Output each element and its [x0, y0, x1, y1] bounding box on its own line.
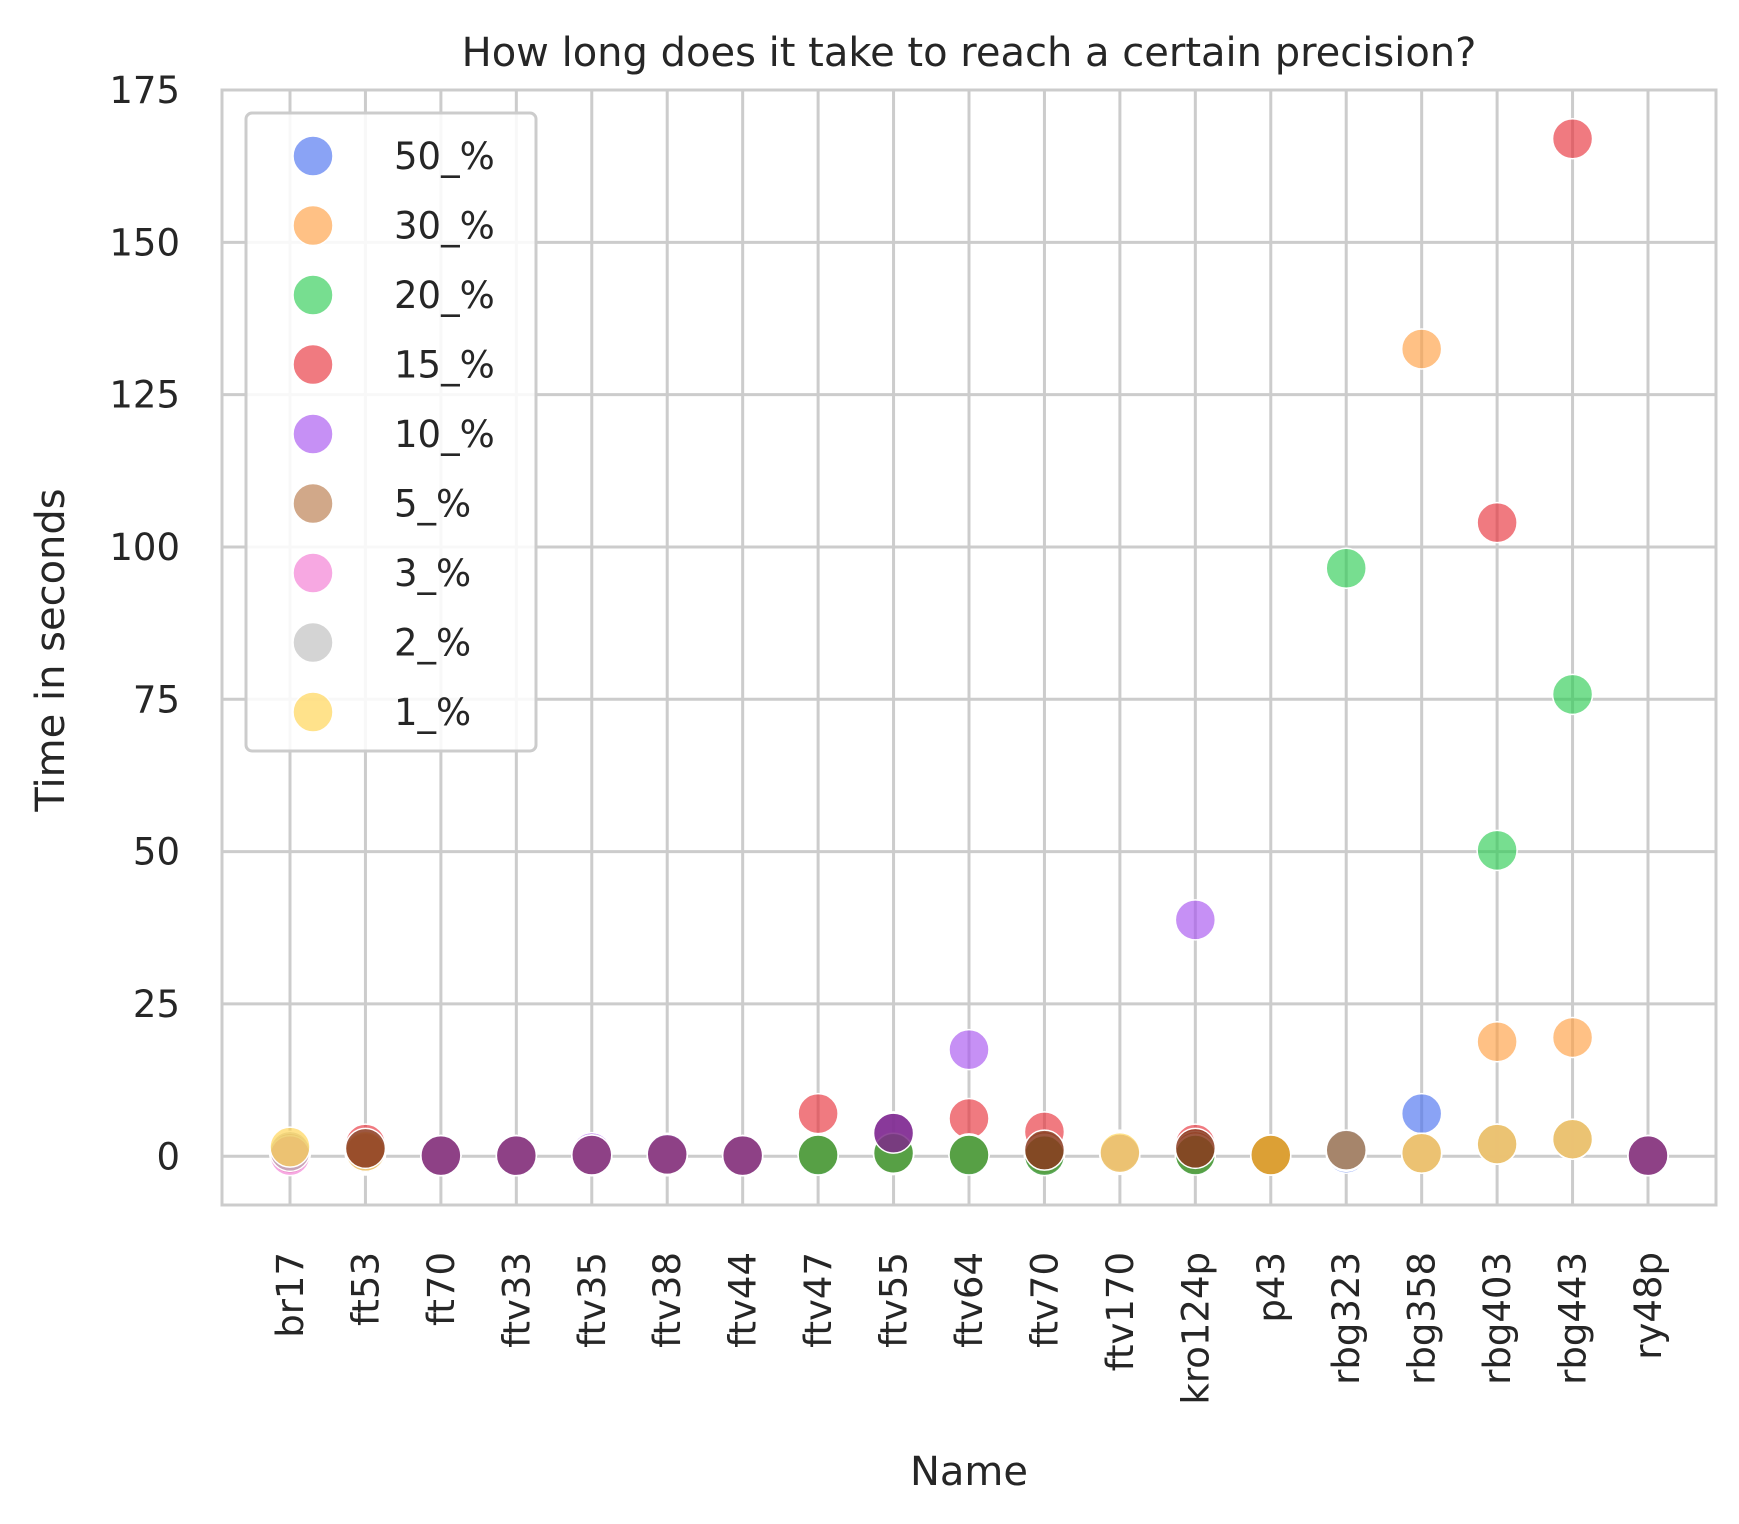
data-point — [872, 1112, 915, 1154]
y-tick-label: 75 — [133, 678, 180, 721]
data-point — [1325, 1129, 1367, 1171]
x-tick-label: ftv38 — [646, 1252, 689, 1348]
legend-marker — [292, 552, 334, 594]
data-point — [1174, 1127, 1217, 1170]
x-tick-label: ftv44 — [722, 1252, 765, 1348]
y-tick-label: 100 — [109, 526, 180, 569]
legend-label: 3_% — [394, 552, 471, 595]
x-tick-label: rbg403 — [1476, 1252, 1519, 1385]
data-point — [344, 1127, 387, 1170]
data-point — [1627, 1134, 1669, 1177]
legend-label: 2_% — [394, 622, 471, 665]
points-layer — [269, 117, 1669, 1177]
data-point — [797, 1134, 839, 1176]
data-point — [269, 1126, 311, 1168]
data-point — [1476, 1123, 1518, 1165]
x-tick-label: ft53 — [344, 1252, 387, 1326]
data-point — [1476, 1020, 1518, 1063]
legend-marker — [292, 135, 334, 177]
x-tick-label: ry48p — [1627, 1252, 1670, 1360]
x-tick-label: rbg323 — [1325, 1252, 1368, 1385]
legend-label: 5_% — [394, 483, 471, 526]
plot-frame — [220, 88, 1718, 1207]
data-point — [1099, 1131, 1141, 1174]
data-point — [1023, 1129, 1066, 1171]
axis-layer: 0 25 50 75 100 125 150 175 br17 ft53 ft70 ftv33 ftv3… — [109, 69, 1718, 1405]
legend-marker — [292, 413, 334, 455]
data-point — [1551, 1118, 1594, 1160]
legend-marker — [292, 204, 334, 247]
legend-label: 20_% — [394, 274, 495, 317]
x-tick-label: ftv170 — [1099, 1252, 1142, 1371]
x-tick-label: p43 — [1250, 1252, 1293, 1323]
chart-title: How long does it take to reach a certain… — [462, 30, 1477, 76]
data-point — [1551, 673, 1594, 716]
legend-marker — [292, 691, 334, 733]
data-point — [1400, 1092, 1443, 1135]
x-tick-label: ft70 — [420, 1252, 463, 1326]
y-tick-label: 150 — [109, 221, 180, 264]
x-tick-label: ftv35 — [571, 1252, 614, 1348]
data-point — [948, 1097, 990, 1140]
y-tick-label: 125 — [109, 374, 180, 417]
legend-label: 30_% — [394, 205, 495, 248]
y-axis-title: Time in seconds — [28, 488, 74, 812]
y-tick-label: 0 — [156, 1135, 180, 1178]
y-tick-label: 50 — [133, 831, 180, 874]
x-tick-label: br17 — [269, 1252, 312, 1338]
x-tick-label: rbg358 — [1401, 1252, 1444, 1385]
legend-marker — [292, 621, 334, 664]
legend-label: 10_% — [394, 413, 495, 456]
x-tick-label: kro124p — [1174, 1252, 1217, 1405]
data-point — [571, 1134, 613, 1176]
data-point — [1476, 501, 1518, 544]
legend-marker — [292, 274, 334, 316]
legend-label: 1_% — [394, 691, 471, 734]
y-tick-label: 25 — [133, 983, 180, 1026]
data-point — [495, 1134, 538, 1177]
data-point — [1174, 899, 1217, 941]
data-point — [1400, 328, 1443, 370]
data-point — [1250, 1134, 1292, 1176]
data-point — [420, 1134, 462, 1177]
x-tick-label: ftv64 — [948, 1252, 991, 1348]
data-point — [721, 1134, 764, 1177]
data-point — [1551, 117, 1594, 160]
x-tick-label: ftv47 — [797, 1252, 840, 1348]
legend-marker — [292, 482, 334, 525]
x-tick-label: ftv55 — [873, 1252, 916, 1348]
data-point — [1551, 1016, 1594, 1059]
data-point — [1325, 547, 1367, 590]
legend-label: 15_% — [394, 344, 495, 387]
y-tick-label: 175 — [109, 69, 180, 112]
data-point — [1400, 1132, 1443, 1174]
legend: 50_% 30_% 20_% 15_% 10_% 5_% 3_% 2_% 1_% — [244, 111, 538, 753]
data-point — [797, 1092, 839, 1135]
data-point — [948, 1028, 990, 1071]
legend-marker — [292, 343, 334, 386]
legend-label: 50_% — [394, 135, 495, 178]
x-tick-label: ftv70 — [1023, 1252, 1066, 1348]
x-tick-label: rbg443 — [1552, 1252, 1595, 1385]
data-point — [1476, 829, 1518, 872]
data-point — [948, 1134, 990, 1176]
x-axis-title: Name — [910, 1449, 1028, 1495]
data-point — [646, 1133, 688, 1176]
x-tick-label: ftv33 — [495, 1252, 538, 1348]
